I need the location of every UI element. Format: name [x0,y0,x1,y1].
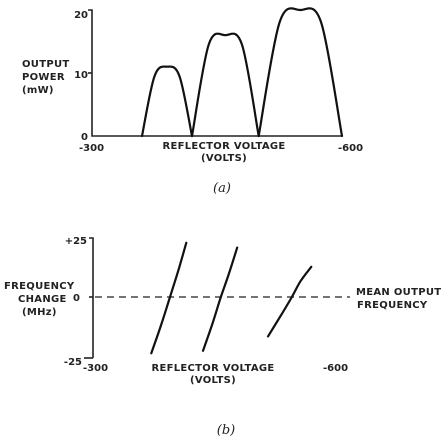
chart-b-series-1-line [150,241,188,355]
chart-a-caption: (a) [213,181,231,196]
chart-b-yaxis [89,237,94,358]
chart-a-xtick-right: -600 [338,143,363,154]
chart-b-ylabel-line2: CHANGE [18,294,67,305]
chart-b-xlabel-line2: (VOLTS) [190,375,236,386]
chart-b-mean-label-line1: MEAN OUTPUT [356,287,441,298]
chart-a-ylabel-line1: OUTPUT [22,59,70,70]
chart-b-caption: (b) [217,423,235,438]
chart-a-xlabel-line1: REFLECTOR VOLTAGE [162,141,285,152]
chart-a-axes [88,9,342,137]
chart-a-ylabel-line3: (mW) [22,85,54,96]
chart-a-series-3-line [257,7,344,138]
chart-b-xlabel-line1: REFLECTOR VOLTAGE [151,363,274,374]
chart-a: OUTPUT POWER (mW) 20 10 0 -300 -600 REFL… [22,7,363,196]
chart-b-series-3-line [266,265,313,338]
chart-a-series-group [140,7,344,138]
chart-b-ytick-plus25: +25 [65,236,87,247]
chart-b-xtick-right: -600 [323,363,348,374]
chart-a-ylabel-line2: POWER [22,72,65,83]
chart-a-ytick-20: 20 [74,10,88,21]
chart-b-series-2-line [201,246,239,352]
chart-b-xtick-left: -300 [83,363,108,374]
chart-a-series-2-line [190,32,260,138]
chart-b-mean-label-line2: FREQUENCY [357,300,428,311]
chart-b-series-group [150,241,313,355]
chart-a-xtick-left: -300 [79,143,104,154]
chart-a-ytick-0: 0 [81,132,88,143]
chart-b: FREQUENCY CHANGE (MHz) +25 0 -25 MEAN OU… [4,236,441,438]
chart-b-ylabel-line3: (MHz) [22,307,57,318]
chart-a-ytick-10: 10 [74,70,88,81]
chart-a-series-1-line [140,65,194,138]
chart-b-ytick-minus25: -25 [64,357,82,368]
chart-a-xlabel-line2: (VOLTS) [201,153,247,164]
chart-b-ylabel-line1: FREQUENCY [4,281,75,292]
chart-b-ytick-0: 0 [73,293,80,304]
